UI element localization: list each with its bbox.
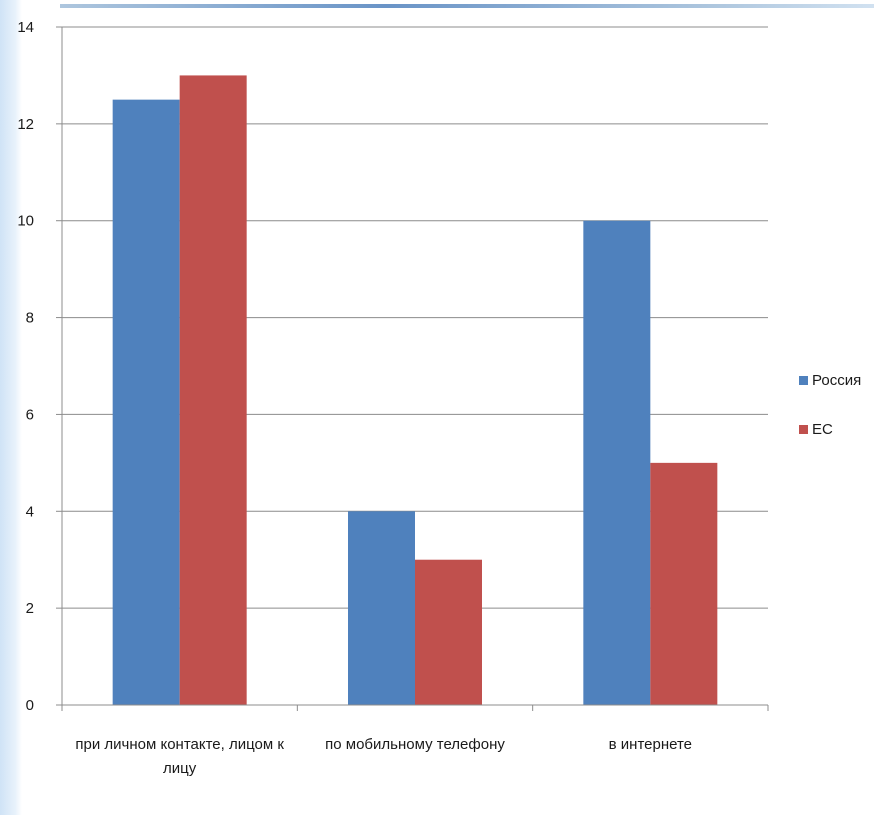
y-tick-label: 10 bbox=[17, 213, 34, 230]
y-tick-label: 6 bbox=[26, 406, 34, 423]
background-stripe bbox=[0, 0, 22, 815]
x-category-label: по мобильному телефону bbox=[325, 736, 505, 753]
legend-swatch bbox=[799, 376, 808, 385]
bar bbox=[583, 220, 651, 705]
legend-swatch bbox=[799, 425, 808, 434]
bar bbox=[112, 99, 180, 705]
legend-label: Россия bbox=[812, 372, 861, 389]
bar bbox=[179, 75, 247, 705]
legend: Россия ЕС bbox=[799, 372, 861, 438]
bars bbox=[112, 75, 718, 705]
y-tick-label: 8 bbox=[26, 310, 34, 327]
y-tick-label: 2 bbox=[26, 600, 34, 617]
y-tick-label: 4 bbox=[26, 503, 34, 520]
axes bbox=[56, 26, 769, 711]
legend-label: ЕС bbox=[812, 421, 833, 438]
header-rule bbox=[60, 4, 874, 8]
y-tick-label: 0 bbox=[26, 697, 34, 714]
x-category-label: при личном контакте, лицом к bbox=[75, 736, 284, 753]
bar bbox=[348, 511, 415, 705]
bar bbox=[415, 559, 482, 705]
axis-labels: 0 2 4 6 8 10 12 14 при личном контакте, лицом к л… bbox=[17, 19, 692, 777]
x-category-label: в интернете bbox=[609, 736, 692, 753]
x-category-label: лицу bbox=[163, 760, 197, 777]
bar bbox=[650, 462, 718, 705]
y-tick-label: 14 bbox=[17, 19, 34, 36]
y-tick-label: 12 bbox=[17, 116, 34, 133]
